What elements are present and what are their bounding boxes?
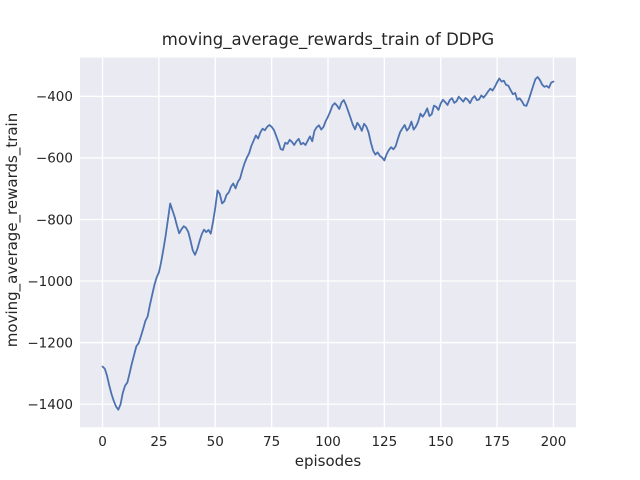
x-tick-label: 0 <box>98 434 107 450</box>
x-tick-label: 175 <box>484 434 510 450</box>
y-tick-label: −400 <box>36 89 73 105</box>
y-tick-label: −1200 <box>27 335 73 351</box>
y-tick-label: −800 <box>36 212 73 228</box>
y-axis-label: moving_average_rewards_train <box>3 113 22 347</box>
x-tick-label: 25 <box>150 434 167 450</box>
x-tick-label: 100 <box>315 434 341 450</box>
plot-layer: 0 25 50 75 100 125 150 175 200 −400 −600 −800 −1000 −… <box>27 57 576 450</box>
x-tick-label: 50 <box>207 434 224 450</box>
chart-title: moving_average_rewards_train of DDPG <box>162 30 494 50</box>
y-tick-label: −600 <box>36 151 73 167</box>
x-axis-label: episodes <box>295 452 362 470</box>
x-tick-label: 150 <box>428 434 454 450</box>
y-tick-label: −1400 <box>27 397 73 413</box>
x-tick-label: 125 <box>371 434 397 450</box>
y-tick-label: −1000 <box>27 274 73 290</box>
x-tick-label: 200 <box>541 434 567 450</box>
x-tick-label: 75 <box>263 434 280 450</box>
data-line <box>101 76 555 411</box>
